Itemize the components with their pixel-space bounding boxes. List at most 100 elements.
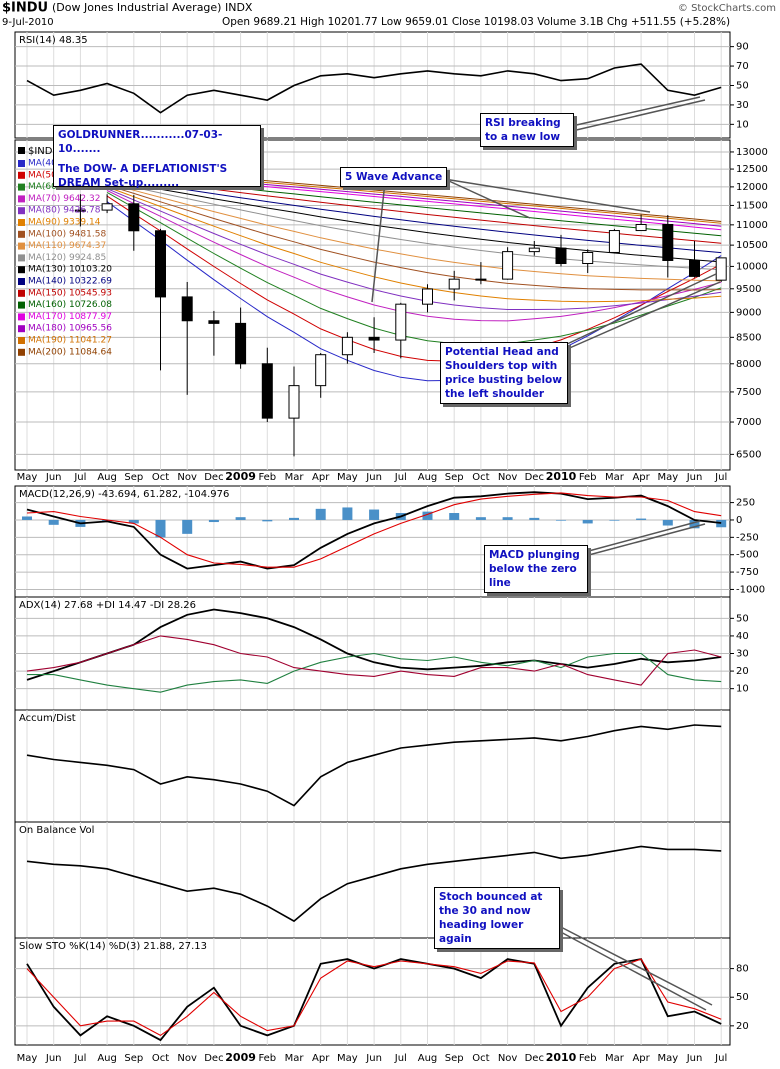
legend-swatch	[18, 266, 25, 274]
x-tick-label: Apr	[632, 1053, 650, 1064]
x-tick-label: Apr	[632, 472, 650, 483]
legend-swatch	[18, 171, 25, 179]
legend-label: MA(60) 9521.55	[28, 182, 100, 192]
arrow	[564, 273, 721, 351]
candle-body	[235, 322, 247, 365]
x-tick-label: Oct	[472, 1053, 489, 1064]
arrow	[556, 924, 713, 1011]
histogram-bar	[235, 517, 246, 520]
legend-swatch	[18, 313, 25, 321]
annotation-arrows	[371, 96, 721, 1011]
legend-label: MA(120) 9924.85	[28, 253, 106, 263]
x-tick-label: Mar	[605, 1053, 625, 1064]
x-tick-label: Feb	[258, 1053, 276, 1064]
x-tick-label: Aug	[418, 472, 438, 483]
candle-body	[582, 251, 594, 265]
candle-body	[315, 354, 327, 387]
y-tick-label: 10000	[736, 261, 768, 272]
x-tick-label: Sep	[124, 1053, 143, 1064]
legend-label: MA(100) 9481.58	[28, 229, 106, 239]
candle-body	[555, 247, 567, 265]
x-tick-label: Apr	[312, 1053, 330, 1064]
x-tick-label: Jun	[45, 1053, 62, 1064]
legend-swatch	[18, 337, 25, 344]
series-line	[26, 491, 722, 570]
legend-label: MA(160) 10726.08	[28, 300, 112, 310]
series-line	[26, 608, 722, 681]
x-tick-label: Jul	[73, 1053, 86, 1064]
y-tick-label: 20	[736, 1021, 749, 1032]
series-line	[26, 635, 722, 686]
legend-label: $INDU	[28, 146, 60, 157]
annotation: Potential Head and Shoulders top with pr…	[440, 342, 568, 404]
y-tick-label: 70	[736, 61, 749, 72]
credit: © StockCharts.com	[678, 3, 776, 14]
candle-body	[662, 223, 674, 261]
y-tick-label: 50	[736, 992, 749, 1003]
annotation: RSI breaking to a new low	[480, 113, 574, 147]
y-tick-label: -1000	[736, 584, 765, 595]
x-tick-label: Jun	[45, 472, 62, 483]
x-tick-label: Sep	[445, 472, 464, 483]
legend-label: MA(180) 10965.56	[28, 324, 112, 334]
candle-body	[448, 278, 460, 290]
histogram-bar	[208, 519, 219, 523]
legend-label: MA(90) 9339.14	[28, 218, 101, 228]
candle-body	[341, 336, 353, 356]
histogram-bar	[609, 519, 620, 521]
candle-body	[155, 230, 166, 298]
panel-label: MACD(12,26,9) -43.694, 61.282, -104.976	[19, 489, 229, 500]
x-tick-label: 2009	[225, 470, 256, 483]
histogram-bar	[556, 519, 566, 521]
histogram-bar	[155, 519, 166, 538]
x-tick-label: Dec	[525, 1053, 544, 1064]
legend-label: MA(130) 10103.20	[28, 265, 112, 275]
x-tick-label: Jul	[394, 1053, 407, 1064]
y-tick-label: 90	[736, 42, 749, 53]
x-tick-label: Jul	[73, 472, 86, 483]
annotation: Stoch bounced at the 30 and now heading …	[434, 887, 560, 949]
candle-body	[181, 296, 193, 322]
y-tick-label: 10	[736, 684, 749, 695]
series-line	[106, 191, 722, 345]
x-tick-label: Mar	[285, 1053, 305, 1064]
series-line	[106, 182, 722, 282]
x-tick-label: May	[657, 1053, 678, 1064]
y-tick-label: 13000	[736, 147, 768, 158]
legend-swatch	[18, 254, 25, 262]
x-tick-label: Aug	[418, 1053, 438, 1064]
candle-body	[101, 203, 113, 211]
series-line	[106, 195, 722, 362]
y-tick-label: 8500	[736, 332, 761, 343]
x-tick-label: Sep	[445, 1053, 464, 1064]
x-tick-label: Jul	[714, 1053, 727, 1064]
panel-label: On Balance Vol	[19, 825, 94, 836]
date: 9-Jul-2010	[2, 17, 54, 28]
annotation-line: The DOW- A DEFLATIONIST'S DREAM Set-up..…	[58, 163, 228, 189]
candle-body	[395, 303, 407, 341]
panel-frame	[14, 139, 731, 471]
x-tick-label: Feb	[579, 472, 597, 483]
y-tick-label: -750	[736, 567, 759, 578]
x-tick-label: Mar	[285, 472, 305, 483]
legend-swatch	[18, 325, 25, 333]
histogram-bar	[369, 509, 380, 520]
x-tick-label: Jun	[365, 472, 382, 483]
x-tick-label: May	[337, 1053, 358, 1064]
series-line	[106, 190, 722, 322]
x-tick-label: Apr	[312, 472, 330, 483]
annotation-line: GOLDRUNNER...........07-03-10.......	[58, 129, 223, 155]
panel-label: ADX(14) 27.68 +DI 14.47 -DI 28.26	[19, 600, 196, 611]
x-tick-label: Nov	[177, 1053, 197, 1064]
symbol: $INDU	[2, 1, 48, 16]
y-tick-label: 250	[736, 498, 755, 509]
y-tick-label: 11500	[736, 200, 768, 211]
series-line	[27, 652, 722, 693]
series-line	[26, 958, 722, 1042]
legend-label: MA(40)	[28, 159, 60, 169]
histogram-bar	[716, 519, 727, 528]
y-tick-label: -500	[736, 550, 759, 561]
panel-frame	[14, 709, 731, 823]
annotation: 5 Wave Advance	[340, 167, 448, 187]
x-tick-label: Feb	[579, 1053, 597, 1064]
